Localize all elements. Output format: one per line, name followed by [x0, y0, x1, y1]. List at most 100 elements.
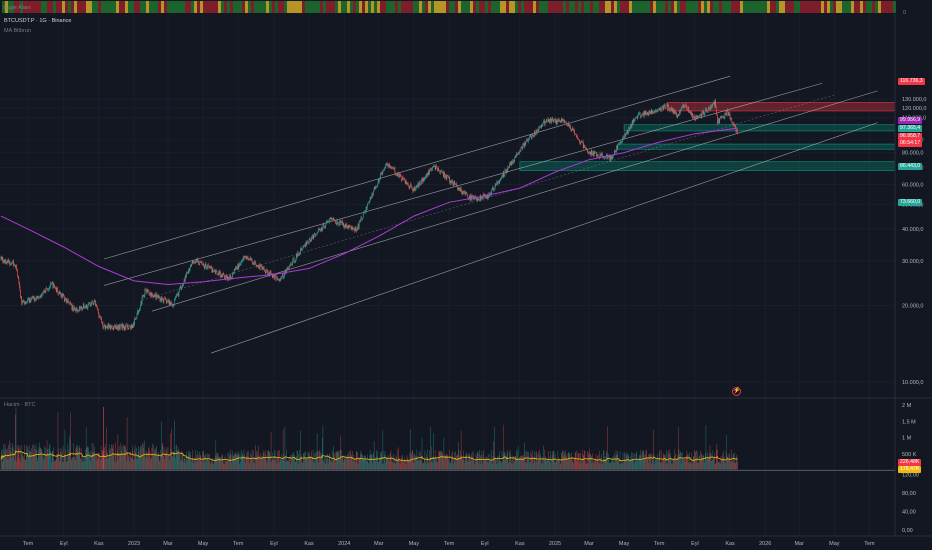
volume-bar [543, 459, 545, 470]
strip-cell [191, 1, 194, 13]
volume-bar [646, 450, 647, 470]
strip-cell [707, 1, 710, 13]
candle-body [699, 114, 701, 117]
volume-bar [474, 464, 475, 470]
candle-body [238, 263, 240, 269]
candle-body [415, 186, 417, 190]
strip-cell [683, 1, 686, 13]
volume-bar [443, 437, 445, 470]
volume-bar [26, 453, 28, 470]
volume-bar [115, 442, 116, 470]
candle-body [558, 120, 560, 121]
volume-bar [637, 460, 639, 470]
volume-bar [356, 450, 358, 470]
candle-body [383, 170, 384, 172]
volume-bar [381, 463, 383, 470]
volume-bar [239, 452, 241, 470]
candle-body [441, 171, 443, 173]
strip-cell [536, 1, 539, 13]
candle-body [243, 257, 244, 260]
volume-pane-label[interactable]: Hacim · BTC [4, 402, 36, 408]
volume-bar [621, 460, 623, 470]
volume-bar [706, 457, 708, 470]
candle-body [526, 139, 528, 141]
candle-body [633, 119, 635, 122]
volume-bar [433, 433, 434, 470]
volume-bar [532, 457, 534, 470]
candle-body [98, 312, 100, 317]
candle-body [514, 156, 516, 158]
candle-body [197, 259, 199, 261]
volume-bar [53, 460, 55, 470]
candle-body [487, 196, 489, 199]
symbol-title[interactable]: BTCUSDT.P · 1G · Binance [4, 18, 72, 24]
volume-bar [576, 450, 578, 470]
strip-cell [404, 1, 407, 13]
ma-indicator-label[interactable]: MA Bitbrun [4, 28, 31, 34]
candle-body [226, 276, 228, 280]
candle-body [169, 301, 171, 305]
strip-cell [377, 1, 380, 13]
volume-bar [581, 461, 583, 470]
volume-bar [42, 455, 43, 470]
candle-body [217, 274, 218, 275]
candle-body [482, 196, 483, 200]
volume-bar [256, 450, 258, 470]
strip-cell [875, 1, 878, 13]
candle-body [479, 199, 480, 201]
candle-body [20, 290, 21, 298]
candle-body [191, 263, 192, 267]
volume-bar [210, 459, 212, 470]
candle-body [149, 293, 150, 295]
strip-cell [290, 1, 293, 13]
volume-bar [199, 455, 201, 470]
strip-cell [440, 1, 443, 13]
volume-bar [476, 456, 477, 470]
candle-body [469, 195, 471, 198]
volume-bar [212, 457, 213, 470]
lightning-icon[interactable]: ⚡ [732, 387, 741, 396]
volume-bar [390, 450, 392, 470]
candle-body [312, 235, 314, 239]
volume-bar [154, 448, 156, 470]
candle-body [566, 122, 567, 124]
volume-bar [68, 449, 70, 470]
volume-bar [413, 462, 414, 470]
strip-cell [356, 1, 359, 13]
volume-bar [71, 460, 73, 470]
volume-bar [645, 454, 646, 470]
volume-bar [72, 457, 73, 470]
oscillator-tick-label: 120,00 [902, 473, 919, 479]
candle-body [224, 277, 226, 279]
volume-bar [273, 456, 275, 470]
strip-cell [815, 1, 818, 13]
price-tick-label: 20.000,0 [902, 304, 923, 310]
volume-bar [103, 454, 105, 470]
volume-bar [562, 455, 564, 470]
volume-bar [710, 453, 712, 470]
candle-body [2, 260, 4, 262]
volume-bar [89, 455, 90, 470]
volume-bar [174, 453, 176, 470]
candle-body [498, 181, 500, 183]
candle-body [11, 262, 13, 264]
candle-body [296, 254, 298, 257]
volume-bar [333, 452, 335, 470]
candle-body [114, 325, 116, 327]
volume-bar [312, 456, 313, 470]
strip-cell [869, 1, 872, 13]
candle-body [642, 112, 643, 115]
candle-body [347, 226, 349, 229]
volume-bar [117, 434, 119, 470]
volume-bar [258, 455, 260, 470]
strip-cell [494, 1, 497, 13]
strip-cell [602, 1, 605, 13]
oscillator-tick-label: 40,00 [902, 510, 916, 516]
volume-bar [61, 449, 63, 470]
candle-body [384, 166, 386, 169]
strip-cell [134, 1, 137, 13]
volume-bar [517, 446, 519, 470]
candle-body [502, 175, 503, 178]
candle-body [523, 144, 525, 148]
